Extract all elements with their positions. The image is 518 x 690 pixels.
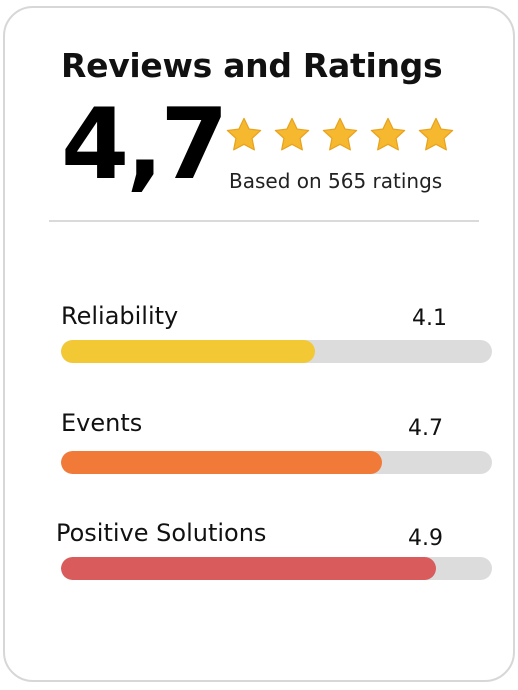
metric-value-events: 4.7 xyxy=(408,416,443,441)
metric-value-positive-solutions: 4.9 xyxy=(408,526,443,551)
star-icon xyxy=(322,117,358,151)
card-title: Reviews and Ratings xyxy=(61,46,443,85)
star-icon xyxy=(370,117,406,151)
metric-label-events: Events xyxy=(61,409,143,437)
metric-label-reliability: Reliability xyxy=(61,302,179,330)
progress-fill-positive-solutions xyxy=(61,557,436,580)
divider xyxy=(49,220,479,222)
progress-fill-events xyxy=(61,451,383,474)
progress-fill-reliability xyxy=(61,340,316,363)
star-icon xyxy=(418,117,454,151)
star-icon xyxy=(226,117,262,151)
ratings-count: Based on 565 ratings xyxy=(229,169,443,193)
star-icon xyxy=(274,117,310,151)
overall-score: 4,7 xyxy=(61,88,229,202)
progress-track-positive-solutions xyxy=(61,557,492,580)
star-rating xyxy=(223,114,457,156)
reviews-card: Reviews and Ratings 4,7 Based on 565 rat… xyxy=(3,6,515,682)
metric-label-positive-solutions: Positive Solutions xyxy=(56,519,267,547)
progress-track-reliability xyxy=(61,340,492,363)
metric-value-reliability: 4.1 xyxy=(412,306,447,331)
progress-track-events xyxy=(61,451,492,474)
